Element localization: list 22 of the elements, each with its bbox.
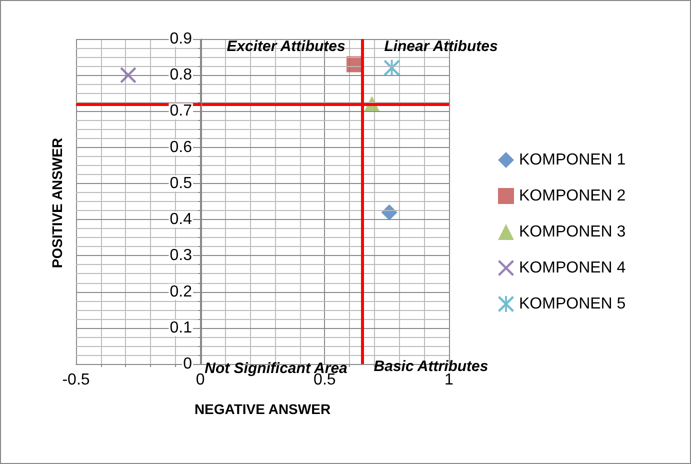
- y-tick-label: 0.8: [170, 66, 192, 84]
- y-tick-label: 0.1: [170, 319, 192, 336]
- legend-label: KOMPONEN 5: [519, 296, 626, 312]
- y-tick-label: 0.6: [170, 138, 192, 156]
- y-tick-label: 0.5: [170, 174, 192, 192]
- y-tick-label: 0.9: [170, 30, 192, 48]
- y-tick-label: 0.3: [170, 247, 192, 264]
- x-tick-label: -0.5: [62, 372, 90, 388]
- annotation: Linear Attibutes: [384, 38, 498, 55]
- legend-label: KOMPONEN 1: [519, 152, 626, 168]
- annotation: Exciter Attibutes: [226, 38, 346, 55]
- y-tick-label: 0: [183, 356, 192, 372]
- y-tick-label: 0.7: [170, 102, 192, 120]
- legend-label: KOMPONEN 2: [519, 188, 626, 204]
- legend-label: KOMPONEN 4: [519, 260, 626, 276]
- y-axis-title: POSITIVE ANSWER: [49, 138, 65, 268]
- y-tick-label: 0.2: [170, 283, 192, 300]
- point: [120, 67, 136, 84]
- x-axis-title: NEGATIVE ANSWER: [194, 401, 331, 417]
- y-tick-label: 0.4: [170, 211, 192, 228]
- x-tick-label: 0: [196, 372, 205, 388]
- legend-label: KOMPONEN 3: [519, 224, 626, 240]
